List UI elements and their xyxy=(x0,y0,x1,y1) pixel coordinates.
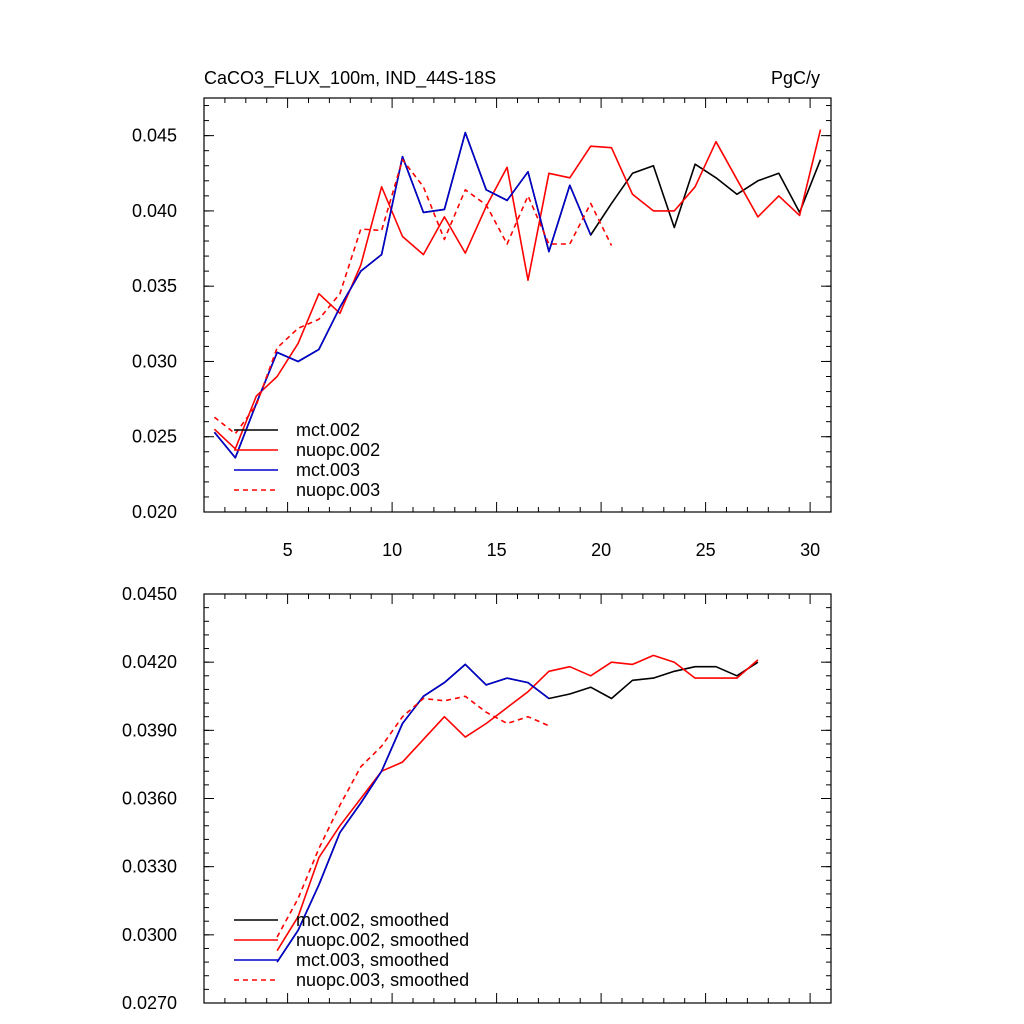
x-tick-label: 5 xyxy=(283,540,293,560)
y-tick-label: 0.045 xyxy=(132,126,177,146)
y-tick-label: 0.025 xyxy=(132,427,177,447)
chart-title: CaCO3_FLUX_100m, IND_44S-18S xyxy=(204,68,496,89)
series-line-mct-003-smoothed xyxy=(276,663,550,963)
y-tick-label: 0.030 xyxy=(132,351,177,371)
y-tick-label: 0.0420 xyxy=(122,652,177,672)
x-tick-label: 30 xyxy=(800,540,820,560)
series-line-mct-003 xyxy=(213,131,592,459)
y-tick-label: 0.0390 xyxy=(122,720,177,740)
y-tick-label: 0.0300 xyxy=(122,925,177,945)
y-tick-label: 0.0270 xyxy=(122,993,177,1013)
top-chart: CaCO3_FLUX_100m, IND_44S-18S PgC/y 5 10 15… xyxy=(132,68,832,560)
series-line-nuopc-002-smoothed xyxy=(276,654,759,952)
x-tick-label: 20 xyxy=(591,540,611,560)
y-tick-label: 0.0360 xyxy=(122,789,177,809)
y-tick-label: 0.040 xyxy=(132,201,177,221)
legend-label: mct.002 xyxy=(296,420,360,440)
y-tick-label: 0.0330 xyxy=(122,857,177,877)
legend-label: mct.003 xyxy=(296,460,360,480)
y-tick-label: 0.035 xyxy=(132,276,177,296)
bottom-chart: 0.0270 0.0300 0.0330 0.0360 0.0390 0.0420 0.04… xyxy=(122,584,832,1013)
legend-label: mct.003, smoothed xyxy=(296,950,449,970)
legend-label: mct.002, smoothed xyxy=(296,910,449,930)
chart-units: PgC/y xyxy=(771,68,820,88)
legend-label: nuopc.002, smoothed xyxy=(296,930,469,950)
x-tick-label: 15 xyxy=(487,540,507,560)
y-tick-label: 0.0450 xyxy=(122,584,177,604)
series-line-nuopc-002 xyxy=(213,129,822,450)
series-line-nuopc-003 xyxy=(213,158,613,435)
legend-label: nuopc.003, smoothed xyxy=(296,970,469,990)
legend-label: nuopc.003 xyxy=(296,480,380,500)
x-tick-label: 25 xyxy=(696,540,716,560)
x-tick-label: 10 xyxy=(382,540,402,560)
series-line-nuopc-003-smoothed xyxy=(276,695,550,938)
legend-label: nuopc.002 xyxy=(296,440,380,460)
y-tick-label: 0.020 xyxy=(132,502,177,522)
series-line-mct-002 xyxy=(213,131,822,459)
